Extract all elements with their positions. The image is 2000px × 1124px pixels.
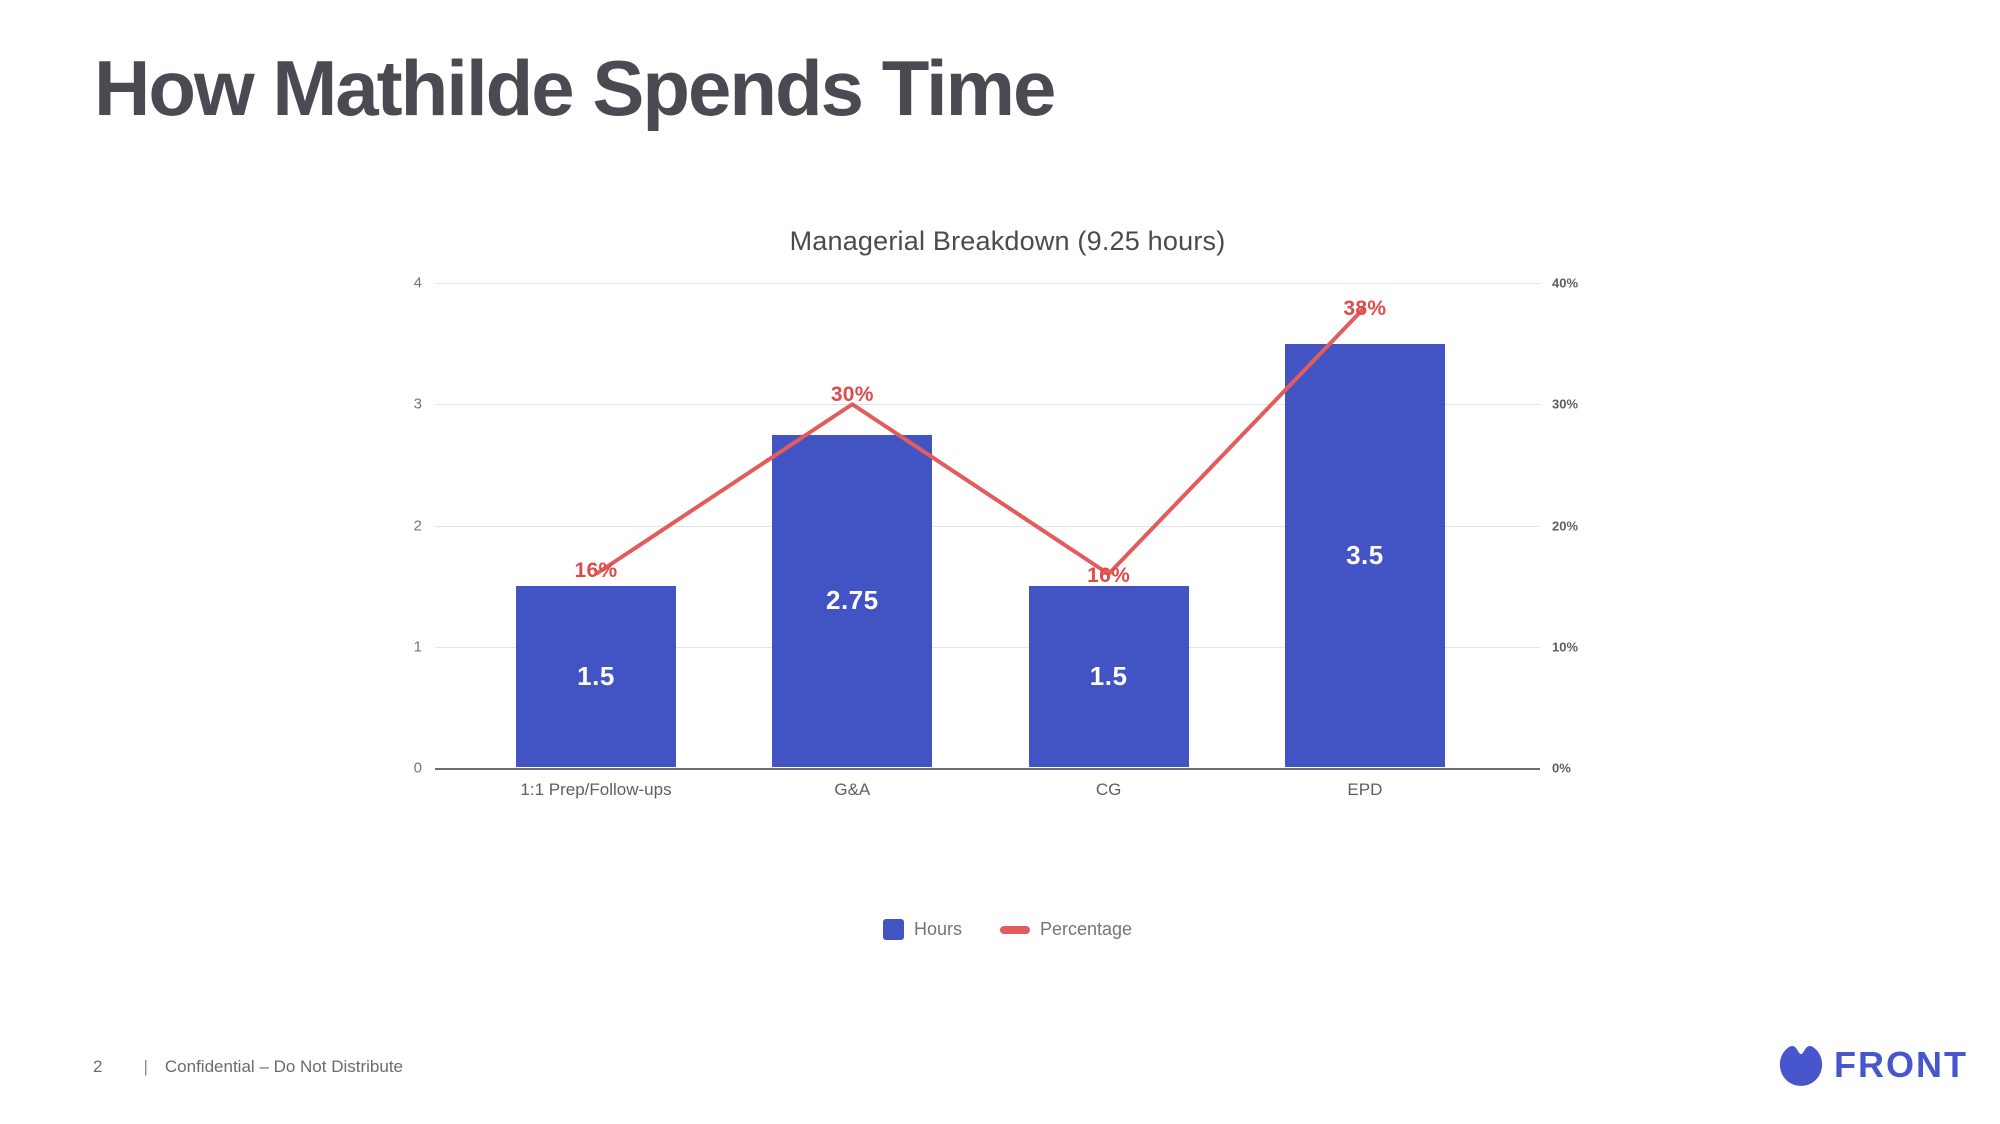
right-axis-tick-label: 20% bbox=[1552, 518, 1579, 533]
front-logo-text: FRONT bbox=[1834, 1044, 1968, 1085]
footer-separator: | bbox=[143, 1057, 148, 1076]
hours-swatch-icon bbox=[882, 919, 904, 940]
bar-value-label: 1.5 bbox=[1089, 661, 1128, 692]
category-label: EPD bbox=[1347, 780, 1383, 799]
left-axis-tick-label: 3 bbox=[413, 395, 422, 413]
bar-value-label: 2.75 bbox=[825, 585, 879, 616]
percentage-point-label: 16% bbox=[1087, 564, 1131, 587]
page-number: 2 bbox=[93, 1057, 103, 1076]
percentage-point-label: 30% bbox=[830, 383, 874, 407]
percentage-point-label: 38% bbox=[1343, 297, 1387, 321]
chart-legend: Hours Percentage bbox=[435, 919, 1580, 940]
percentage-point-label: 16% bbox=[574, 559, 618, 582]
bar-value-label: 3.5 bbox=[1346, 539, 1384, 570]
gridline bbox=[435, 283, 1540, 284]
hours-bar: 3.5 bbox=[1284, 343, 1445, 767]
left-axis-tick-label: 0 bbox=[413, 759, 422, 777]
category-label: G&A bbox=[834, 780, 871, 799]
category-label: CG bbox=[1095, 780, 1122, 799]
bar-value-label: 1.5 bbox=[577, 661, 615, 692]
chart-title: Managerial Breakdown (9.25 hours) bbox=[789, 226, 1226, 256]
front-logo: FRONT bbox=[1778, 1042, 1968, 1088]
right-axis-tick-label: 0% bbox=[1552, 760, 1571, 776]
confidential-note: Confidential – Do Not Distribute bbox=[164, 1057, 404, 1076]
hours-bar: 1.5 bbox=[516, 586, 676, 767]
left-axis-tick-label: 4 bbox=[413, 274, 422, 292]
hours-bar: 1.5 bbox=[1028, 586, 1189, 767]
legend-label-hours: Hours bbox=[913, 919, 962, 939]
legend-item-hours: Hours bbox=[882, 919, 962, 940]
percentage-swatch-icon bbox=[999, 925, 1030, 934]
front-shield-icon bbox=[1779, 1046, 1823, 1086]
right-axis-tick-label: 10% bbox=[1552, 639, 1579, 655]
slide-title: How Mathilde Spends Time bbox=[94, 44, 1056, 132]
legend-item-percentage: Percentage bbox=[999, 919, 1133, 940]
left-axis-tick-label: 1 bbox=[413, 638, 422, 656]
slide-footer: 2 | Confidential – Do Not Distribute bbox=[93, 1057, 403, 1077]
gridline bbox=[435, 646, 1540, 648]
hours-bar: 2.75 bbox=[772, 434, 933, 767]
category-label: 1:1 Prep/Follow-ups bbox=[520, 780, 672, 799]
right-axis-tick-label: 30% bbox=[1552, 396, 1579, 412]
legend-label-percentage: Percentage bbox=[1039, 919, 1133, 939]
gridline bbox=[435, 768, 1540, 770]
left-axis-tick-label: 2 bbox=[413, 517, 422, 534]
right-axis-tick-label: 40% bbox=[1552, 275, 1579, 291]
percentage-line bbox=[594, 305, 1367, 576]
